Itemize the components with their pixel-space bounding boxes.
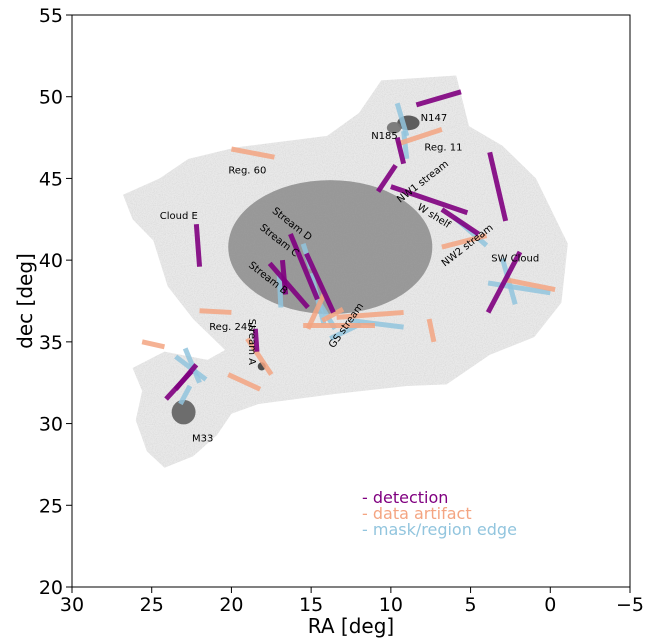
y-tick-label: 55	[39, 5, 63, 27]
x-axis-label: RA [deg]	[308, 614, 394, 638]
annotation-label: Stream A	[246, 319, 257, 365]
y-tick-label: 50	[39, 87, 63, 109]
detection-segment	[394, 136, 407, 165]
legend-entry: - detection	[362, 488, 448, 507]
x-tick-label: −5	[616, 594, 644, 616]
artifact-segment	[245, 337, 274, 376]
x-tick-label: 15	[299, 594, 323, 616]
mask-edge-segment	[487, 280, 551, 296]
annotation-label: N185	[371, 131, 398, 142]
galaxy-blob	[386, 122, 402, 134]
annotation-label: M33	[192, 433, 213, 444]
x-tick-label: 0	[544, 594, 556, 616]
y-tick-label: 45	[39, 168, 63, 190]
artifact-segment	[227, 372, 262, 392]
artifact-segment	[230, 146, 275, 160]
artifact-segment	[336, 309, 404, 320]
detection-segment	[304, 252, 336, 314]
artifact-segment	[141, 339, 166, 350]
y-axis-label: dec [deg]	[13, 253, 37, 349]
survey-image-layer	[123, 75, 568, 468]
legend-entry: - mask/region edge	[362, 520, 517, 539]
detection-segment	[279, 259, 289, 295]
detection-segment	[288, 233, 320, 301]
artifact-segment	[426, 318, 437, 343]
mask-edge-segment	[182, 347, 202, 384]
x-tick-label: 20	[219, 594, 243, 616]
mask-edge-segment	[276, 274, 284, 308]
detection-segment	[376, 163, 398, 193]
annotation-label: N147	[421, 113, 448, 124]
artifact-segment	[396, 127, 443, 147]
marks-layer	[141, 89, 556, 406]
detection-segment	[173, 363, 199, 391]
mask-edge-segment	[394, 102, 410, 137]
detection-segment	[440, 207, 480, 237]
y-tick-label: 35	[39, 332, 63, 354]
galaxy-blob	[171, 399, 196, 425]
annotation-label: Reg. 11	[424, 142, 462, 153]
artifact-segment	[505, 277, 556, 293]
annotation-label: SW Cloud	[491, 254, 539, 265]
detection-segment	[390, 184, 469, 216]
legend-entry: - data artifact	[362, 504, 472, 523]
mask-edge-segment	[350, 318, 404, 330]
x-tick-label: 30	[60, 594, 84, 616]
artifact-segment	[305, 293, 327, 330]
annotation-label: Reg. 245	[209, 322, 253, 333]
x-tick-label: 25	[140, 594, 164, 616]
detection-segment	[267, 261, 310, 310]
mask-edge-segment	[401, 130, 410, 160]
artifact-segment	[199, 308, 232, 315]
survey-footprint	[123, 75, 568, 468]
mask-edge-segment	[178, 384, 193, 406]
x-tick-label: 5	[465, 594, 477, 616]
legend: - detection- data artifact- mask/region …	[362, 488, 517, 539]
detection-segment	[485, 250, 523, 314]
y-tick-label: 30	[39, 414, 63, 436]
annotation-label: Cloud E	[160, 211, 198, 222]
artifact-segment	[321, 306, 345, 323]
plot-frame	[71, 14, 631, 588]
artifact-segment	[441, 233, 488, 250]
y-tick-label: 40	[39, 250, 63, 272]
detection-segment	[415, 89, 462, 108]
y-tick-label: 25	[39, 495, 63, 517]
detection-segment	[487, 151, 509, 222]
x-tick-label: 10	[379, 594, 403, 616]
detection-segment	[252, 328, 260, 352]
y-tick-label: 20	[39, 577, 63, 599]
detection-segment	[193, 224, 203, 267]
annotation-label: Reg. 60	[228, 165, 266, 176]
